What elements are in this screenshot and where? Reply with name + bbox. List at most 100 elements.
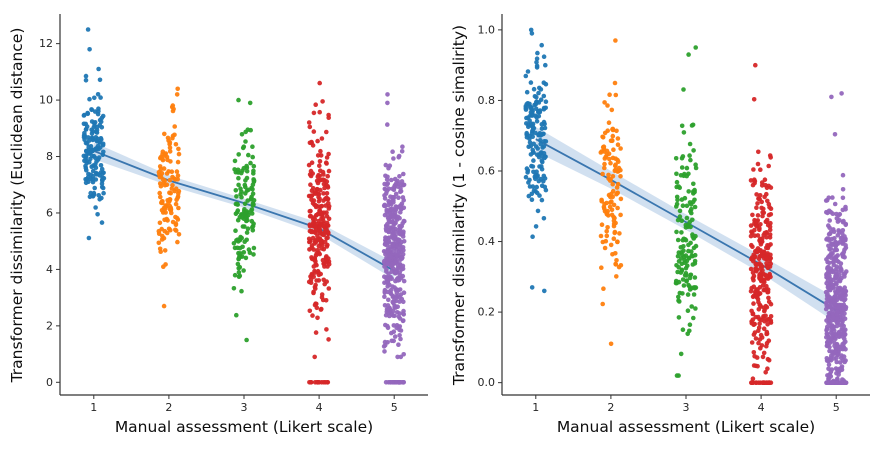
data-point xyxy=(824,328,829,333)
data-point xyxy=(326,115,332,120)
data-point xyxy=(312,216,318,222)
data-point xyxy=(827,295,832,300)
data-point xyxy=(320,169,326,175)
data-point xyxy=(239,288,244,294)
data-point xyxy=(170,103,176,108)
data-point xyxy=(312,223,318,229)
data-point xyxy=(685,331,690,337)
data-point xyxy=(161,303,167,309)
data-point xyxy=(693,45,698,50)
data-point xyxy=(612,80,618,86)
data-point xyxy=(676,315,682,320)
data-point xyxy=(524,166,530,171)
data-point xyxy=(757,321,762,327)
data-point xyxy=(759,343,765,348)
data-point xyxy=(749,380,754,386)
data-point xyxy=(392,234,398,239)
data-point xyxy=(534,184,539,190)
data-point xyxy=(382,212,388,218)
data-point xyxy=(613,167,618,172)
data-point xyxy=(684,203,690,209)
data-point xyxy=(692,204,698,210)
data-point xyxy=(326,204,332,209)
data-point xyxy=(243,210,249,216)
data-point xyxy=(766,299,772,305)
data-point xyxy=(390,284,395,289)
data-point xyxy=(679,230,684,235)
data-point xyxy=(397,311,402,316)
data-point xyxy=(244,175,250,181)
x-tick-label: 2 xyxy=(607,401,614,414)
data-point xyxy=(693,165,699,171)
data-point xyxy=(754,205,759,210)
data-point xyxy=(684,165,690,171)
data-point xyxy=(90,168,96,174)
data-point xyxy=(676,279,682,285)
data-point xyxy=(826,223,831,228)
data-point xyxy=(604,229,609,234)
data-point xyxy=(685,308,691,314)
data-point xyxy=(397,380,403,385)
data-point xyxy=(250,223,256,229)
data-point xyxy=(618,196,624,202)
data-point xyxy=(602,165,607,171)
data-point xyxy=(167,145,173,150)
data-point xyxy=(534,94,539,100)
data-point xyxy=(679,218,685,223)
data-point xyxy=(534,63,540,69)
data-point xyxy=(842,359,847,365)
data-point xyxy=(249,211,255,216)
data-point xyxy=(750,244,755,249)
data-point xyxy=(390,149,395,154)
data-point xyxy=(157,246,163,252)
data-point xyxy=(312,302,318,308)
data-point xyxy=(171,176,177,181)
data-point xyxy=(320,99,325,104)
data-point xyxy=(529,31,535,36)
data-point xyxy=(758,248,764,254)
data-point xyxy=(244,168,250,174)
data-point xyxy=(162,206,168,211)
data-point xyxy=(98,136,104,141)
data-point xyxy=(389,338,395,344)
data-point xyxy=(312,241,317,246)
data-point xyxy=(834,247,840,253)
data-point xyxy=(692,275,698,280)
data-point xyxy=(691,148,696,153)
data-point xyxy=(604,148,610,154)
data-point xyxy=(233,188,239,193)
data-point xyxy=(395,354,400,360)
data-point xyxy=(245,198,250,203)
data-point xyxy=(691,245,697,251)
data-point xyxy=(689,123,695,128)
data-point xyxy=(680,203,686,208)
data-point xyxy=(539,42,544,48)
data-point xyxy=(307,124,313,130)
data-point xyxy=(160,157,166,163)
data-point xyxy=(543,99,549,104)
data-point xyxy=(829,94,834,100)
data-point xyxy=(682,272,688,278)
data-point xyxy=(832,201,838,207)
data-point xyxy=(607,204,613,210)
data-point xyxy=(834,343,840,348)
data-point xyxy=(764,256,769,262)
data-point xyxy=(753,314,758,320)
data-point xyxy=(398,336,403,342)
data-point xyxy=(324,236,329,241)
data-point xyxy=(837,218,842,223)
data-point xyxy=(231,286,237,291)
data-point xyxy=(311,264,317,269)
data-point xyxy=(692,189,697,195)
data-point xyxy=(687,153,692,158)
x-tick-label: 3 xyxy=(241,401,248,414)
data-point xyxy=(400,144,405,149)
data-point xyxy=(323,298,329,303)
data-point xyxy=(397,174,402,179)
data-point xyxy=(391,187,397,193)
data-point xyxy=(384,182,390,187)
data-point xyxy=(239,254,245,259)
data-point xyxy=(235,217,241,223)
data-point xyxy=(326,286,332,291)
data-point xyxy=(615,190,620,196)
